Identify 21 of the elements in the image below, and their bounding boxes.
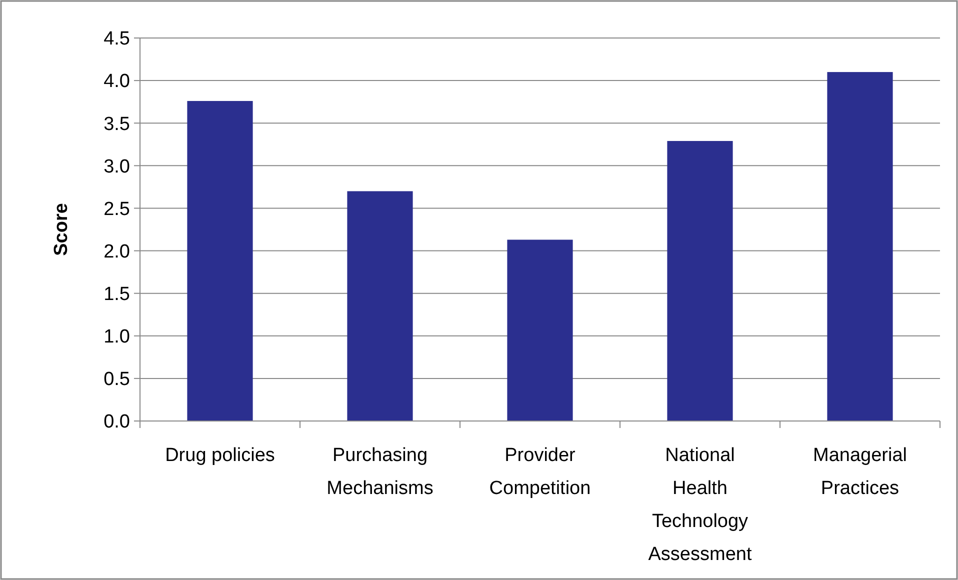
bar: [187, 100, 253, 421]
x-tick-label: Managerial Practices: [813, 445, 907, 499]
y-tick-label: 4.5: [104, 28, 130, 50]
x-tick-label: Purchasing Mechanisms: [326, 445, 434, 499]
y-tick-label: 1.5: [104, 284, 130, 305]
bar: [347, 191, 413, 421]
y-tick-label: 3.5: [104, 114, 130, 135]
y-tick-label: 2.0: [104, 241, 130, 262]
bar: [827, 72, 893, 421]
y-tick-label: 0.0: [104, 412, 130, 433]
x-tick-label: Provider Competition: [489, 445, 591, 499]
x-tick-label: Drug policies: [165, 445, 275, 466]
y-tick-label: 4.0: [104, 71, 130, 92]
bar: [507, 240, 573, 421]
y-axis-title: Score: [51, 203, 72, 256]
y-tick-label: 1.0: [104, 326, 130, 348]
x-tick-label: National Health Technology Assessment: [648, 445, 752, 565]
bar: [667, 140, 733, 421]
y-tick-label: 0.5: [104, 369, 130, 390]
y-tick-label: 2.5: [104, 198, 130, 220]
y-tick-label: 3.0: [104, 156, 130, 178]
